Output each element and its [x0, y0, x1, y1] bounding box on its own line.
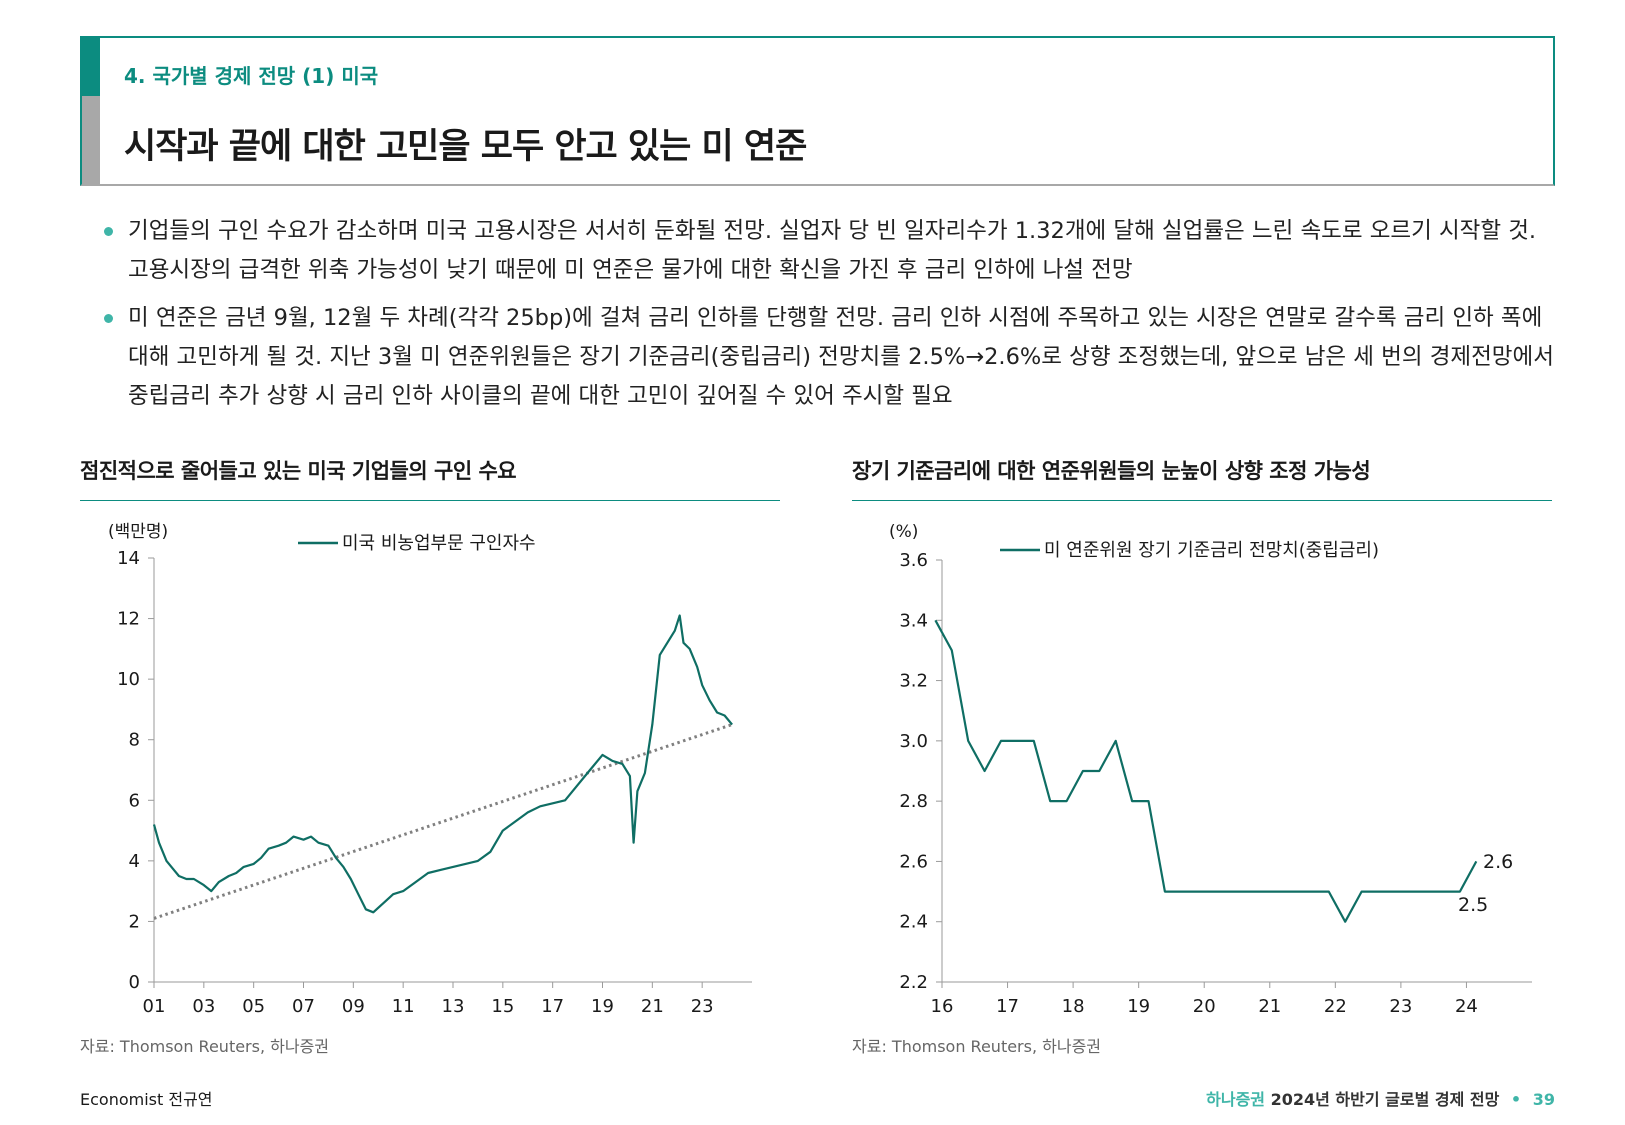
series-line-job-openings [152, 614, 733, 914]
x-tick-label: 20 [1193, 996, 1216, 1017]
header-box: 4. 국가별 경제 전망 (1) 미국 시작과 끝에 대한 고민을 모두 안고 … [80, 36, 1555, 186]
y-tick-label: 0 [129, 972, 140, 993]
footer-separator: • [1510, 1090, 1522, 1109]
legend-label: 미국 비농업부문 구인자수 [342, 533, 536, 554]
x-tick-label: 16 [931, 996, 954, 1017]
y-tick-label: 3.2 [899, 671, 928, 692]
chart-title-job-openings: 점진적으로 줄어들고 있는 미국 기업들의 구인 수요 [80, 459, 517, 483]
y-tick-label: 2 [129, 911, 140, 932]
trend-line [153, 723, 733, 920]
chart-title-rule [852, 500, 1552, 501]
y-tick-label: 4 [129, 851, 140, 872]
y-tick-label: 8 [129, 730, 140, 751]
x-tick-label: 23 [1389, 996, 1412, 1017]
y-tick-label: 3.6 [899, 550, 928, 571]
chart-job-openings: (백만명) 0 2 4 6 8 10 12 14 01 03 05 07 09 11 13 15 17 19 21… [108, 522, 752, 1017]
x-tick-label: 01 [143, 996, 166, 1017]
x-tick-label: 19 [1127, 996, 1150, 1017]
y-tick-label: 3.0 [899, 731, 928, 752]
source-note: 자료: Thomson Reuters, 하나증권 [852, 1037, 1102, 1056]
page-title: 시작과 끝에 대한 고민을 모두 안고 있는 미 연준 [124, 127, 807, 167]
bullet-list: 기업들의 구인 수요가 감소하며 미국 고용시장은 서서히 둔화될 전망. 실업… [102, 212, 1562, 425]
x-tick-label: 23 [691, 996, 714, 1017]
x-tick-label: 19 [591, 996, 614, 1017]
x-tick-label: 09 [342, 996, 365, 1017]
data-label-latest: 2.6 [1483, 851, 1513, 873]
footer-report-info: 하나증권 2024년 하반기 글로벌 경제 전망 • 39 [1206, 1086, 1555, 1110]
x-tick-label: 11 [392, 996, 415, 1017]
bullet-item: 미 연준은 금년 9월, 12월 두 차례(각각 25bp)에 걸쳐 금리 인하… [102, 299, 1562, 416]
x-tick-label: 21 [1258, 996, 1281, 1017]
x-tick-label: 17 [996, 996, 1019, 1017]
bullet-text: 기업들의 구인 수요가 감소하며 미국 고용시장은 서서히 둔화될 전망. 실업… [128, 218, 1537, 283]
source-note: 자료: Thomson Reuters, 하나증권 [80, 1037, 330, 1056]
header-accent-bar [82, 38, 100, 96]
x-tick-label: 03 [192, 996, 215, 1017]
page-number: 39 [1532, 1090, 1555, 1109]
y-tick-label: 14 [117, 548, 140, 569]
y-axis-unit: (%) [889, 522, 918, 542]
x-tick-label: 07 [292, 996, 315, 1017]
x-tick-label: 24 [1455, 996, 1478, 1017]
bullet-dot-icon [104, 227, 113, 236]
y-tick-label: 2.8 [899, 791, 928, 812]
y-tick-label: 2.6 [899, 851, 928, 872]
bullet-dot-icon [104, 314, 113, 323]
x-tick-label: 21 [641, 996, 664, 1017]
series-line-neutral-rate [934, 619, 1478, 923]
y-tick-label: 12 [117, 609, 140, 630]
y-axis-unit: (백만명) [108, 522, 168, 542]
bullet-item: 기업들의 구인 수요가 감소하며 미국 고용시장은 서서히 둔화될 전망. 실업… [102, 212, 1562, 290]
y-tick-label: 2.2 [899, 972, 928, 993]
bullet-text: 미 연준은 금년 9월, 12월 두 차례(각각 25bp)에 걸쳐 금리 인하… [128, 305, 1554, 409]
header-accent-bar-gray [82, 96, 100, 186]
legend-label: 미 연준위원 장기 기준금리 전망치(중립금리) [1044, 540, 1379, 561]
y-tick-label: 3.4 [899, 610, 928, 631]
footer-author: Economist 전규연 [80, 1090, 213, 1109]
x-tick-label: 18 [1062, 996, 1085, 1017]
footer-report-title: 2024년 하반기 글로벌 경제 전망 [1270, 1090, 1500, 1109]
x-tick-label: 05 [242, 996, 265, 1017]
x-tick-label: 13 [442, 996, 465, 1017]
footer-brand: 하나증권 [1206, 1090, 1266, 1109]
y-tick-label: 10 [117, 669, 140, 690]
y-tick-label: 2.4 [899, 912, 928, 933]
section-label: 4. 국가별 경제 전망 (1) 미국 [124, 64, 379, 88]
x-tick-label: 22 [1324, 996, 1347, 1017]
x-tick-label: 15 [491, 996, 514, 1017]
chart-neutral-rate: (%) 2.2 2.4 2.6 2.8 3.0 3.2 3.4 3.6 16 17 18 19 20 2… [889, 522, 1532, 1017]
chart-title-neutral-rate: 장기 기준금리에 대한 연준위원들의 눈높이 상향 조정 가능성 [852, 459, 1371, 483]
data-label-previous: 2.5 [1458, 894, 1488, 916]
x-tick-label: 17 [541, 996, 564, 1017]
chart-title-rule [80, 500, 780, 501]
y-tick-label: 6 [129, 790, 140, 811]
